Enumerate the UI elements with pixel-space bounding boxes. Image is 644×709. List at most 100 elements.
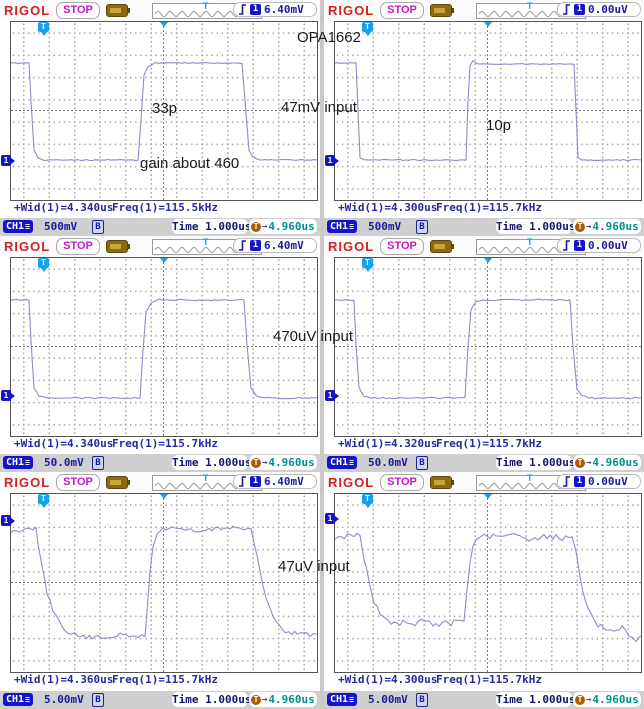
trigger-readout: 1 6.40mV [233,2,317,17]
coupling-icon: ≡ [349,695,354,704]
trigger-offset-icon: T [251,457,261,468]
scope-panel: RIGOL STOP T 1 0.00uV T 1 +Wid(1)=4.320u… [324,236,644,472]
coupling-icon: ≡ [25,695,30,704]
trigger-channel-badge: 1 [574,476,585,487]
scope-grid: T [334,257,642,437]
channel-badge[interactable]: CH1≡ [327,456,357,469]
timebase-readout: Time 1.000us [496,219,576,234]
pulse-width-readout: +Wid(1)=4.300us [338,673,438,686]
measurement-strip: +Wid(1)=4.340us Freq(1)=115.5kHz [0,201,320,216]
usb-indicator-icon [106,476,130,489]
trigger-channel-badge: 1 [250,476,261,487]
pulse-width-readout: +Wid(1)=4.340us [14,201,114,214]
pulse-width-readout: +Wid(1)=4.340us [14,437,114,450]
trigger-level-value: 6.40mV [264,239,304,252]
annotation-text: OPA1662 [297,29,361,46]
scope-header: RIGOL STOP T 1 0.00uV [324,0,644,21]
scope-panel: RIGOL STOP T 1 6.40mV T 1 +Wid(1)=4.340u… [0,236,320,472]
grid-center-horizontal [335,110,641,111]
channel1-marker-icon: 1 [1,390,15,401]
channel-badge[interactable]: CH1≡ [327,220,357,233]
annotation-text: 470uV input [273,328,354,345]
trigger-channel-badge: 1 [574,240,585,251]
status-bar: CH1≡ 50.0mV B Time 1.000us T → 4.960us [324,454,644,472]
trigger-center-marker-icon [484,494,492,503]
run-status-badge: STOP [56,2,100,19]
trigger-offset-value: 4.960us [592,220,639,233]
run-status-badge: STOP [56,238,100,255]
trigger-edge-icon [563,240,570,251]
scope-header: RIGOL STOP T 1 6.40mV [0,236,320,257]
trigger-offset-icon: T [251,221,261,232]
arrow-icon: → [586,457,592,468]
rigol-logo: RIGOL [328,475,375,490]
run-status-badge: STOP [380,474,424,491]
bandwidth-limit-badge: B [92,220,104,234]
trigger-offset-value: 4.960us [268,456,315,469]
trigger-level-value: 0.00uV [588,475,628,488]
trigger-center-marker-icon [484,22,492,31]
trigger-channel-badge: 1 [574,4,585,15]
trigger-offset-icon: T [575,221,585,232]
trigger-channel-badge: 1 [250,240,261,251]
trigger-level-value: 0.00uV [588,3,628,16]
frequency-readout: Freq(1)=115.7kHz [436,437,542,450]
preview-trigger-marker: T [527,1,533,11]
status-bar: CH1≡ 50.0mV B Time 1.000us T → 4.960us [0,454,320,472]
grid-center-vertical [487,494,488,672]
annotation-text: 10p [486,117,512,134]
timebase-readout: Time 1.000us [496,692,576,707]
preview-trigger-marker: T [527,237,533,247]
measurement-strip: +Wid(1)=4.300us Freq(1)=115.7kHz [324,201,644,216]
channel-badge[interactable]: CH1≡ [3,693,33,706]
trigger-offset-readout: T → 4.960us [249,455,317,470]
timebase-readout: Time 1.000us [172,692,252,707]
trigger-edge-icon [239,240,246,251]
channel-badge[interactable]: CH1≡ [327,693,357,706]
preview-trigger-marker: T [527,473,533,483]
trigger-offset-value: 4.960us [592,456,639,469]
coupling-icon: ≡ [349,458,354,467]
grid-center-horizontal [335,346,641,347]
scope-header: RIGOL STOP T 1 0.00uV [324,472,644,493]
trigger-channel-badge: 1 [250,4,261,15]
trigger-offset-value: 4.960us [592,693,639,706]
trigger-readout: 1 0.00uV [557,474,641,489]
bandwidth-limit-badge: B [416,693,428,707]
channel-badge[interactable]: CH1≡ [3,220,33,233]
bandwidth-limit-badge: B [416,456,428,470]
trigger-offset-readout: T → 4.960us [573,455,641,470]
scope-header: RIGOL STOP T 1 6.40mV [0,472,320,493]
preview-trigger-marker: T [203,237,209,247]
frequency-readout: Freq(1)=115.7kHz [436,201,542,214]
grid-center-horizontal [335,582,641,583]
run-status-badge: STOP [380,238,424,255]
trigger-offset-readout: T → 4.960us [573,219,641,234]
status-bar: CH1≡ 5.00mV B Time 1.000us T → 4.960us [324,691,644,709]
rigol-logo: RIGOL [4,239,51,254]
frequency-readout: Freq(1)=115.7kHz [112,437,218,450]
trigger-readout: 1 6.40mV [233,238,317,253]
channel1-marker-icon: 1 [325,155,339,166]
coupling-icon: ≡ [25,458,30,467]
trigger-offset-icon: T [575,694,585,705]
vertical-scale-readout: 50.0mV [44,456,84,469]
status-bar: CH1≡ 500mV B Time 1.000us T → 4.960us [324,218,644,236]
trigger-offset-readout: T → 4.960us [249,692,317,707]
trigger-offset-value: 4.960us [268,220,315,233]
grid-center-horizontal [11,582,317,583]
scope-grid: T [10,257,318,437]
grid-center-horizontal [11,346,317,347]
usb-indicator-icon [430,240,454,253]
channel-badge[interactable]: CH1≡ [3,456,33,469]
rigol-logo: RIGOL [328,239,375,254]
scope-panel: RIGOL STOP T 1 6.40mV T 1 +Wid(1)=4.360u… [0,472,320,709]
rigol-logo: RIGOL [4,475,51,490]
grid-center-vertical [163,494,164,672]
scope-grid: T [334,493,642,673]
timebase-readout: Time 1.000us [172,455,252,470]
vertical-scale-readout: 500mV [44,220,78,233]
trigger-level-value: 6.40mV [264,3,304,16]
trigger-level-value: 6.40mV [264,475,304,488]
grid-center-vertical [487,258,488,436]
